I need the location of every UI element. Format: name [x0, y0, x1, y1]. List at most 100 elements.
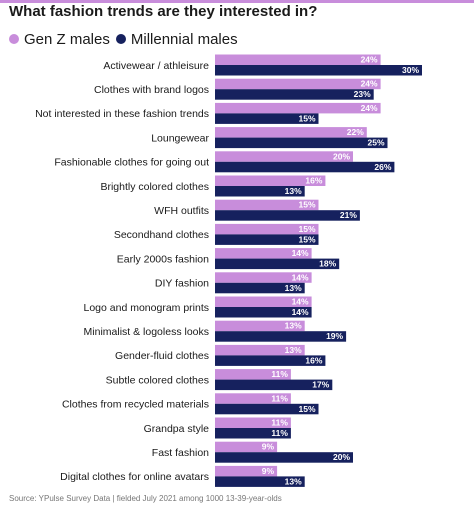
data-label-gen-z-fashionable-clothes-for-going-out: 20%: [333, 151, 350, 161]
category-label-grandpa-style: Grandpa style: [144, 423, 210, 435]
category-label-clothes-from-recycled-materials: Clothes from recycled materials: [62, 399, 209, 411]
data-label-millennial-secondhand-clothes: 15%: [298, 234, 315, 244]
bar-gen-z-fashionable-clothes-for-going-out: [215, 151, 353, 162]
category-label-minimalist-logoless-looks: Minimalist & logoless looks: [84, 326, 209, 338]
data-label-gen-z-grandpa-style: 11%: [271, 418, 288, 428]
category-label-logo-and-monogram-prints: Logo and monogram prints: [84, 302, 210, 314]
bar-gen-z-minimalist-logoless-looks: [215, 320, 305, 332]
category-label-not-interested-in-these-fashion-trends: Not interested in these fashion trends: [35, 108, 209, 120]
category-label-early-2000s-fashion: Early 2000s fashion: [117, 253, 209, 265]
data-label-gen-z-diy-fashion: 14%: [292, 272, 309, 282]
bar-millennial-wfh-outfits: [215, 210, 360, 221]
data-label-millennial-digital-clothes-for-online-avatars: 13%: [285, 476, 302, 486]
bar-millennial-gender-fluid-clothes: [215, 355, 326, 366]
category-label-wfh-outfits: WFH outfits: [154, 205, 209, 217]
category-label-subtle-colored-clothes: Subtle colored clothes: [106, 374, 209, 386]
bar-gen-z-gender-fluid-clothes: [215, 344, 305, 356]
data-label-gen-z-digital-clothes-for-online-avatars: 9%: [262, 466, 275, 476]
data-label-millennial-not-interested-in-these-fashion-trends: 15%: [298, 113, 315, 123]
bar-millennial-digital-clothes-for-online-avatars: [215, 476, 305, 487]
data-label-millennial-gender-fluid-clothes: 16%: [305, 355, 322, 365]
data-label-gen-z-secondhand-clothes: 15%: [298, 224, 315, 234]
category-label-digital-clothes-for-online-avatars: Digital clothes for online avatars: [60, 471, 209, 483]
bar-gen-z-activewear-athleisure: [215, 54, 381, 65]
data-label-millennial-fashionable-clothes-for-going-out: 26%: [374, 162, 391, 172]
data-label-gen-z-subtle-colored-clothes: 11%: [271, 369, 288, 379]
legend: Gen Z males Millennial males: [9, 30, 244, 48]
source-note: Source: YPulse Survey Data | fielded Jul…: [9, 494, 282, 503]
data-label-gen-z-logo-and-monogram-prints: 14%: [292, 297, 309, 307]
top-accent-line: [0, 0, 474, 3]
bar-millennial-clothes-from-recycled-materials: [215, 403, 319, 415]
data-label-millennial-loungewear: 25%: [367, 138, 384, 148]
bar-gen-z-clothes-with-brand-logos: [215, 78, 381, 90]
bar-gen-z-brightly-colored-clothes: [215, 175, 326, 186]
legend-swatch-millennial: [115, 34, 126, 44]
bar-millennial-early-2000s-fashion: [215, 258, 340, 270]
data-label-millennial-minimalist-logoless-looks: 19%: [326, 331, 343, 341]
category-label-gender-fluid-clothes: Gender-fluid clothes: [115, 350, 209, 362]
bar-millennial-subtle-colored-clothes: [215, 379, 333, 391]
category-label-secondhand-clothes: Secondhand clothes: [114, 229, 209, 241]
data-label-gen-z-loungewear: 22%: [347, 127, 364, 137]
legend-label-millennial: Millennial males: [130, 30, 238, 48]
data-label-gen-z-fast-fashion: 9%: [262, 442, 275, 452]
category-label-activewear-athleisure: Activewear / athleisure: [103, 60, 209, 72]
data-label-gen-z-brightly-colored-clothes: 16%: [305, 176, 322, 186]
bar-millennial-brightly-colored-clothes: [215, 186, 305, 197]
data-label-gen-z-wfh-outfits: 15%: [298, 200, 315, 210]
category-label-fashionable-clothes-for-going-out: Fashionable clothes for going out: [54, 157, 209, 169]
bar-chart: Activewear / athleisure 24% 30% Clothes wit…: [35, 54, 422, 487]
category-label-fast-fashion: Fast fashion: [152, 447, 209, 459]
bar-millennial-clothes-with-brand-logos: [215, 89, 374, 100]
bar-millennial-logo-and-monogram-prints: [215, 307, 312, 318]
data-label-millennial-early-2000s-fashion: 18%: [319, 259, 336, 269]
bar-gen-z-digital-clothes-for-online-avatars: [215, 465, 278, 477]
bar-millennial-loungewear: [215, 137, 388, 149]
data-label-gen-z-not-interested-in-these-fashion-trends: 24%: [361, 103, 378, 113]
data-label-gen-z-early-2000s-fashion: 14%: [292, 248, 309, 258]
data-label-millennial-clothes-from-recycled-materials: 15%: [298, 404, 315, 414]
bar-gen-z-grandpa-style: [215, 417, 291, 428]
legend-label-gen-z: Gen Z males: [24, 30, 110, 48]
bar-millennial-fast-fashion: [215, 452, 353, 463]
category-label-diy-fashion: DIY fashion: [155, 278, 209, 290]
bar-gen-z-not-interested-in-these-fashion-trends: [215, 102, 381, 114]
data-label-millennial-diy-fashion: 13%: [285, 283, 302, 293]
data-label-millennial-grandpa-style: 11%: [271, 428, 288, 438]
category-label-clothes-with-brand-logos: Clothes with brand logos: [94, 84, 209, 96]
bar-millennial-grandpa-style: [215, 428, 291, 439]
bar-gen-z-secondhand-clothes: [215, 223, 319, 235]
bar-millennial-fashionable-clothes-for-going-out: [215, 161, 395, 173]
bar-gen-z-early-2000s-fashion: [215, 248, 312, 259]
data-label-millennial-subtle-colored-clothes: 17%: [312, 380, 329, 390]
data-label-millennial-brightly-colored-clothes: 13%: [285, 186, 302, 196]
bar-millennial-minimalist-logoless-looks: [215, 331, 347, 342]
bar-gen-z-fast-fashion: [215, 441, 278, 453]
data-label-millennial-activewear-athleisure: 30%: [402, 65, 419, 75]
bar-millennial-diy-fashion: [215, 282, 305, 294]
bar-millennial-activewear-athleisure: [215, 65, 422, 76]
bar-gen-z-logo-and-monogram-prints: [215, 296, 312, 307]
data-label-gen-z-activewear-athleisure: 24%: [361, 55, 378, 65]
category-label-brightly-colored-clothes: Brightly colored clothes: [100, 181, 209, 193]
data-label-millennial-fast-fashion: 20%: [333, 452, 350, 462]
bar-gen-z-loungewear: [215, 127, 367, 138]
data-label-millennial-clothes-with-brand-logos: 23%: [354, 89, 371, 99]
bar-gen-z-subtle-colored-clothes: [215, 369, 291, 380]
data-label-millennial-logo-and-monogram-prints: 14%: [292, 307, 309, 317]
legend-item-millennial: Millennial males: [115, 30, 238, 48]
legend-swatch-gen-z: [9, 34, 19, 44]
chart-title: What fashion trends are they interested …: [9, 3, 318, 20]
bar-gen-z-diy-fashion: [215, 272, 312, 283]
data-label-millennial-wfh-outfits: 21%: [340, 210, 357, 220]
data-label-gen-z-clothes-from-recycled-materials: 11%: [271, 393, 288, 403]
legend-item-gen-z: Gen Z males: [9, 31, 110, 48]
bar-gen-z-wfh-outfits: [215, 199, 319, 211]
data-label-gen-z-minimalist-logoless-looks: 13%: [285, 321, 302, 331]
bar-millennial-not-interested-in-these-fashion-trends: [215, 113, 319, 124]
category-label-loungewear: Loungewear: [151, 132, 209, 144]
data-label-gen-z-gender-fluid-clothes: 13%: [285, 345, 302, 355]
data-label-gen-z-clothes-with-brand-logos: 24%: [361, 79, 378, 89]
bar-gen-z-clothes-from-recycled-materials: [215, 393, 291, 404]
